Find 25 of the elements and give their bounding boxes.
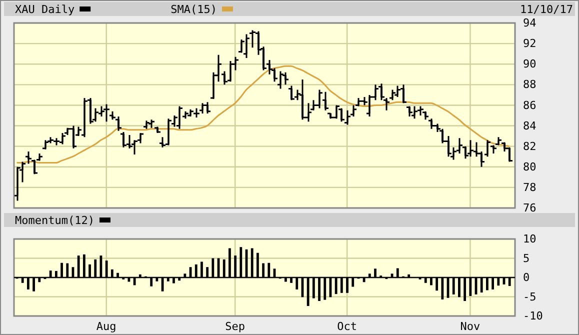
y-tick-label: 78 <box>523 180 536 194</box>
y-tick-label: 90 <box>523 58 536 71</box>
x-tick-label: Nov <box>460 320 481 333</box>
x-tick-label: Sep <box>225 320 246 333</box>
y-tick-label: 80 <box>523 160 536 174</box>
y-tick-label: 10 <box>523 232 536 246</box>
y-tick-label: 82 <box>523 140 536 153</box>
y-tick-label: 76 <box>523 202 536 215</box>
candlestick <box>34 158 36 175</box>
legend-label: Momentum(12) <box>15 214 94 227</box>
legend-label: SMA(15) <box>170 3 217 16</box>
y-tick-label: 86 <box>523 98 536 112</box>
legend-label: XAU Daily <box>15 3 75 16</box>
y-tick-label: 88 <box>523 78 536 92</box>
x-tick-label: Oct <box>337 320 358 333</box>
text: 11/10/17 <box>520 3 573 16</box>
y-tick-label: 5 <box>523 252 530 265</box>
y-tick-label: 94 <box>523 16 537 30</box>
y-tick-label: 84 <box>523 119 537 132</box>
candlestick <box>508 146 510 162</box>
x-tick-label: Aug <box>96 320 116 333</box>
y-tick-label: -10 <box>523 310 543 323</box>
y-tick-label: 92 <box>523 37 536 50</box>
y-tick-label: 0 <box>523 271 530 284</box>
y-tick-label: -5 <box>523 290 536 304</box>
